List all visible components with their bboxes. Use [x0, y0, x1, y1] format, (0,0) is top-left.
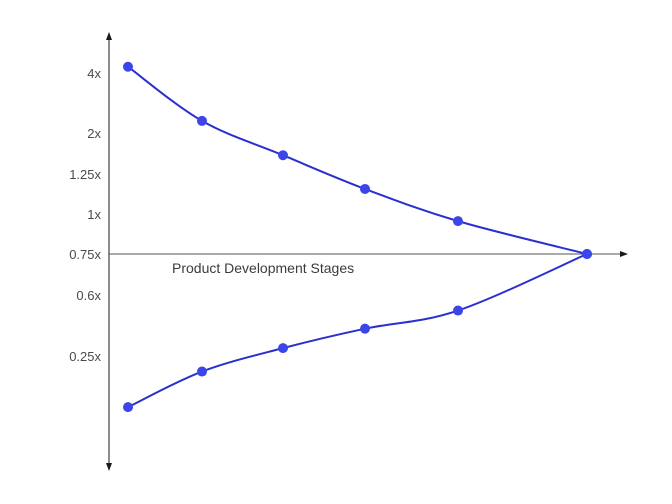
x-axis-title: Product Development Stages — [172, 260, 354, 276]
series-layer — [123, 61, 592, 413]
y-axis-arrow-down — [106, 463, 112, 471]
y-tick-label: 1x — [87, 207, 101, 222]
y-tick-label: 2x — [87, 126, 101, 141]
x-axis-arrow — [620, 251, 628, 257]
upper-bound-series — [123, 61, 592, 259]
data-point — [278, 150, 288, 161]
y-tick-label: 0.25x — [69, 349, 101, 364]
y-tick-label: 4x — [87, 66, 101, 81]
y-tick-label: 1.25x — [69, 167, 101, 182]
data-point — [197, 366, 207, 377]
data-point — [582, 249, 592, 259]
axes — [106, 32, 628, 471]
y-tick-label: 0.6x — [76, 288, 101, 303]
data-point — [123, 402, 133, 413]
data-point — [360, 183, 370, 194]
data-point — [360, 323, 370, 334]
y-tick-labels: 4x 2x 1.25x 1x 0.75x 0.6x 0.25x — [69, 66, 101, 364]
data-point — [123, 61, 133, 72]
series-line — [127, 65, 588, 255]
y-axis-arrow-up — [106, 32, 112, 40]
data-point — [453, 305, 463, 316]
y-tick-label: 0.75x — [69, 247, 101, 262]
data-point — [197, 115, 207, 126]
lower-bound-series — [123, 249, 592, 413]
data-point — [278, 343, 288, 354]
series-line — [127, 253, 588, 409]
data-point — [453, 216, 463, 227]
